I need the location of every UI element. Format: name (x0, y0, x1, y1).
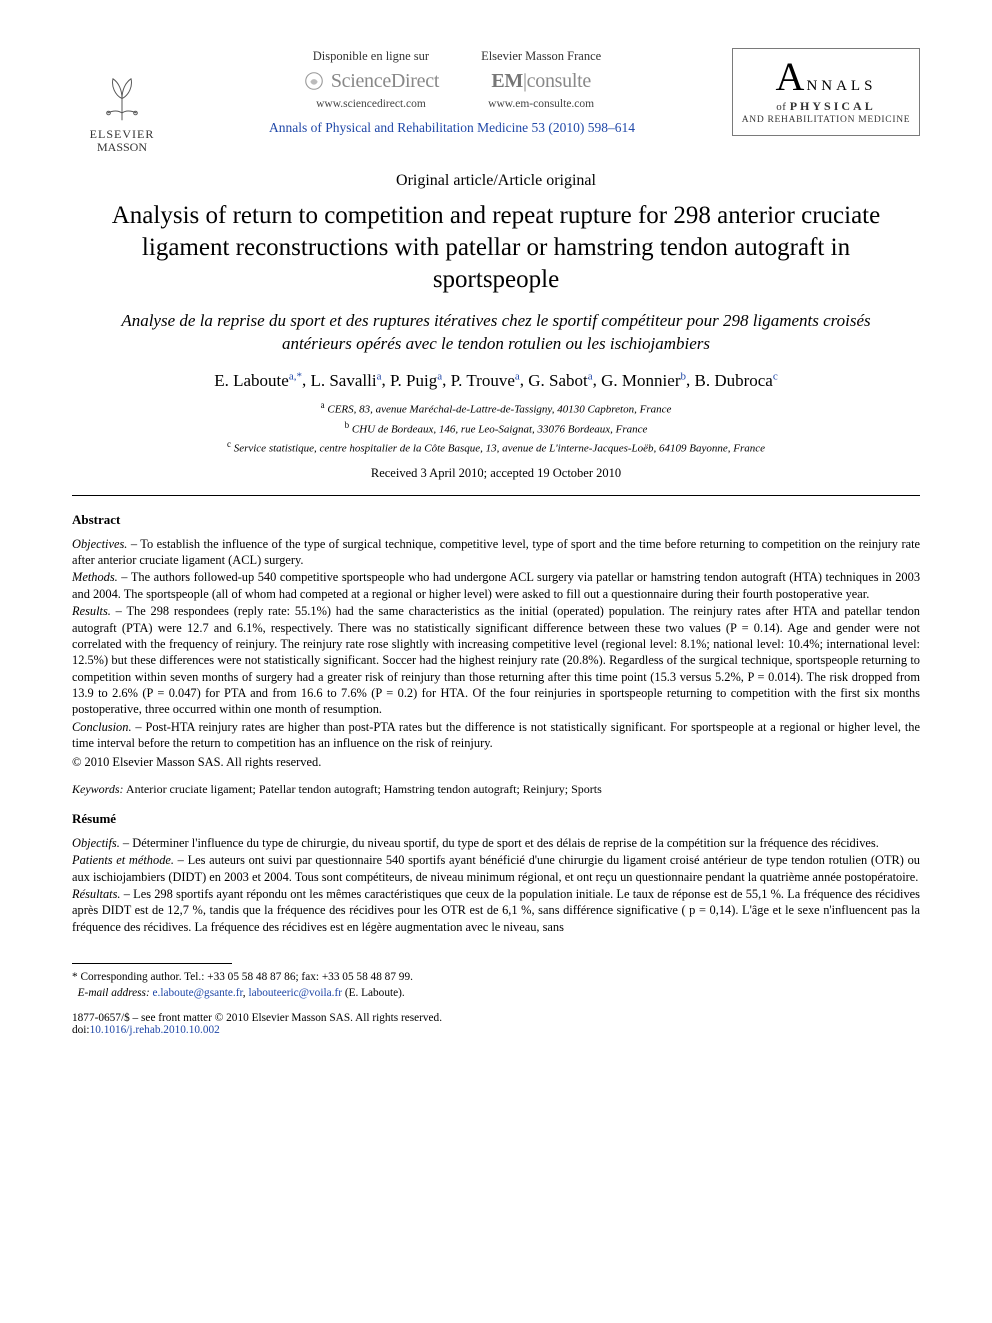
affiliations: a CERS, 83, avenue Maréchal-de-Lattre-de… (72, 399, 920, 458)
footnote-email-name: (E. Laboute). (345, 987, 405, 999)
resume-resultats-label: Résultats. – (72, 887, 130, 901)
author: P. Trouvea (451, 371, 520, 390)
rule-top (72, 495, 920, 496)
abstract-objectives: To establish the influence of the type o… (72, 537, 920, 567)
footnote-tel: Tel.: +33 05 58 48 87 86; fax: +33 05 58… (184, 971, 413, 983)
footnote-rule (72, 963, 232, 964)
journal-badge: A NNALS of PHYSICAL AND REHABILITATION M… (732, 48, 920, 136)
journal-citation: Annals of Physical and Rehabilitation Me… (178, 120, 726, 136)
keywords-line: Keywords: Anterior cruciate ligament; Pa… (72, 782, 920, 797)
author: E. Laboutea,* (214, 371, 302, 390)
author: B. Dubrocac (694, 371, 777, 390)
front-matter-copyright: 1877-0657/$ – see front matter © 2010 El… (72, 1012, 920, 1024)
sd-url: www.sciencedirect.com (303, 97, 439, 113)
abstract-conclusion-label: Conclusion. – (72, 720, 142, 734)
journal-badge-of-physical: of PHYSICAL (739, 99, 913, 114)
keywords-text: Anterior cruciate ligament; Patellar ten… (126, 782, 602, 796)
emconsulte-block: Elsevier Masson France EM|consulte www.e… (481, 48, 601, 112)
author: G. Monnierb (601, 371, 686, 390)
resume-heading: Résumé (72, 811, 920, 827)
em-top-text: Elsevier Masson France (481, 48, 601, 65)
resume-patients-label: Patients et méthode. – (72, 853, 184, 867)
keywords-label: Keywords: (72, 782, 124, 796)
affiliation-c: Service statistique, centre hospitalier … (234, 443, 765, 455)
article-type: Original article/Article original (72, 172, 920, 190)
sd-brand-text: ScienceDirect (331, 68, 439, 95)
affiliation-b: CHU de Bordeaux, 146, rue Leo-Saignat, 3… (352, 423, 648, 435)
abstract-results: The 298 respondees (reply rate: 55.1%) h… (72, 604, 920, 716)
page-header: ELSEVIER MASSON Disponible en ligne sur … (72, 48, 920, 154)
footnote-email-label: E-mail address: (78, 987, 150, 999)
doi-link[interactable]: 10.1016/j.rehab.2010.10.002 (90, 1024, 220, 1036)
journal-badge-rehab: AND REHABILITATION MEDICINE (739, 115, 913, 125)
abstract-heading: Abstract (72, 512, 920, 528)
sd-top-text: Disponible en ligne sur (303, 48, 439, 65)
resume-objectifs-label: Objectifs. – (72, 836, 129, 850)
elsevier-tree-icon (95, 68, 149, 122)
footnote-corr-label: Corresponding author. (80, 971, 184, 983)
affiliation-a: CERS, 83, avenue Maréchal-de-Lattre-de-T… (327, 404, 671, 416)
resume-objectifs: Déterminer l'influence du type de chirur… (132, 836, 879, 850)
resume-section: Résumé Objectifs. – Déterminer l'influen… (72, 811, 920, 935)
doi-label: doi: (72, 1024, 90, 1036)
footnote-email-2[interactable]: labouteeric@voila.fr (248, 987, 342, 999)
footnote-email-1[interactable]: e.laboute@gsante.fr (153, 987, 243, 999)
abstract-conclusion: Post-HTA reinjury rates are higher than … (72, 720, 920, 750)
abstract-objectives-label: Objectives. – (72, 537, 137, 551)
em-url: www.em-consulte.com (481, 97, 601, 113)
publisher-name-2: MASSON (72, 141, 172, 154)
journal-badge-nnals: NNALS (806, 78, 876, 95)
header-center: Disponible en ligne sur ScienceDirect ww… (172, 48, 732, 136)
author: P. Puiga (390, 371, 442, 390)
em-brand-text: EM|consulte (491, 68, 591, 95)
abstract-copyright: © 2010 Elsevier Masson SAS. All rights r… (72, 754, 920, 770)
article-title-en: Analysis of return to competition and re… (82, 200, 910, 296)
author-list: E. Laboutea,*, L. Savallia, P. Puiga, P.… (72, 370, 920, 391)
journal-badge-cap-a: A (776, 57, 805, 97)
sciencedirect-block: Disponible en ligne sur ScienceDirect ww… (303, 48, 439, 112)
corresponding-author-footnote: * Corresponding author. Tel.: +33 05 58 … (72, 970, 920, 1002)
article-title-fr: Analyse de la reprise du sport et des ru… (88, 310, 904, 356)
author: L. Savallia (310, 371, 381, 390)
sciencedirect-icon (303, 70, 325, 92)
publisher-logo: ELSEVIER MASSON (72, 48, 172, 154)
abstract-results-label: Results. – (72, 604, 122, 618)
abstract-methods-label: Methods. – (72, 570, 128, 584)
article-dates: Received 3 April 2010; accepted 19 Octob… (72, 466, 920, 481)
author: G. Sabota (528, 371, 592, 390)
resume-resultats: Les 298 sportifs ayant répondu ont les m… (72, 887, 920, 934)
abstract-section: Abstract Objectives. – To establish the … (72, 512, 920, 770)
abstract-methods: The authors followed-up 540 competitive … (72, 570, 920, 600)
doi-line: doi:10.1016/j.rehab.2010.10.002 (72, 1024, 920, 1036)
resume-patients: Les auteurs ont suivi par questionnaire … (72, 853, 920, 883)
